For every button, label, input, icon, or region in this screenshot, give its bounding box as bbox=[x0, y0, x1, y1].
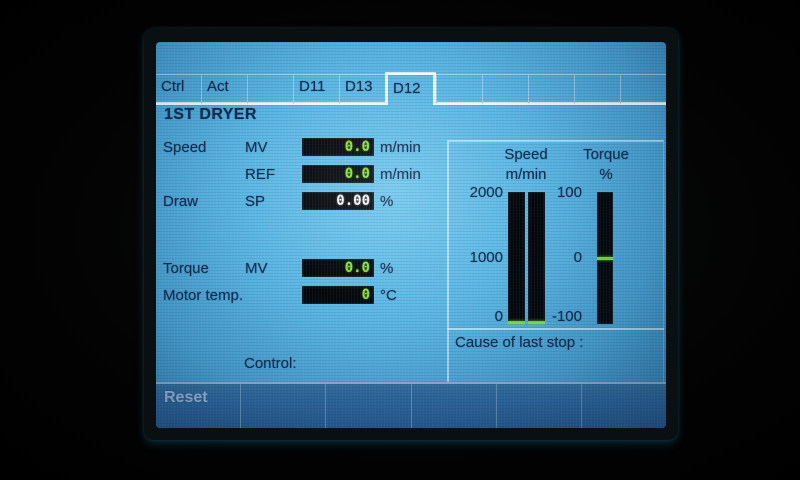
tab-spacer-1 bbox=[247, 75, 293, 105]
tab-bar: Ctrl Act D11 D13 D12 bbox=[156, 72, 666, 105]
page-title: 1ST DRYER bbox=[164, 106, 257, 123]
tab-d11[interactable]: D11 bbox=[293, 75, 339, 105]
torque-bar-marker bbox=[597, 256, 613, 260]
torque-gauge-title: Torque bbox=[583, 146, 629, 163]
motor-temp-label: Motor temp. bbox=[163, 287, 244, 304]
function-key-4 bbox=[410, 384, 496, 428]
draw-sp-unit: % bbox=[380, 193, 394, 210]
torque-gauge-unit: % bbox=[599, 166, 613, 183]
tab-spacer-2 bbox=[436, 75, 482, 105]
torque-bar bbox=[597, 192, 613, 324]
function-key-2 bbox=[240, 384, 325, 428]
speed-bar-2-marker bbox=[528, 321, 545, 324]
torque-mv-row: Torque MV 0.0 % bbox=[156, 259, 456, 280]
draw-sp-input[interactable]: 0.00 bbox=[302, 192, 374, 210]
cause-of-last-stop-label: Cause of last stop : bbox=[455, 334, 584, 351]
speed-ref-row: REF 0.0 m/min bbox=[156, 165, 456, 186]
motor-temp-value: 0 bbox=[302, 286, 374, 304]
tab-spacer-3 bbox=[482, 75, 528, 105]
speed-mv-row: Speed MV 0.0 m/min bbox=[156, 138, 456, 159]
speed-ref-value: 0.0 bbox=[302, 165, 374, 183]
hmi-screen: Ctrl Act D11 D13 D12 1ST DRYER Speed MV … bbox=[156, 42, 666, 428]
function-key-bar: Reset bbox=[156, 382, 666, 428]
speed-tick-min: 0 bbox=[494, 308, 503, 325]
tab-d12[interactable]: D12 bbox=[385, 72, 436, 105]
tab-spacer-6 bbox=[620, 75, 666, 105]
torque-mv-unit: % bbox=[380, 260, 394, 277]
speed-bar-1 bbox=[508, 192, 525, 324]
motor-temp-unit: °C bbox=[380, 287, 397, 304]
panel-divider bbox=[447, 328, 664, 330]
speed-ref-param: REF bbox=[245, 166, 275, 183]
gauge-panel: Speed Torque m/min % 2000 1000 0 100 0 -… bbox=[447, 140, 664, 382]
speed-tick-max: 2000 bbox=[469, 184, 503, 201]
speed-mv-unit: m/min bbox=[380, 139, 421, 156]
torque-tick-max: 100 bbox=[556, 184, 582, 201]
draw-sp-row: Draw SP 0.00 % bbox=[156, 192, 456, 213]
torque-label: Torque bbox=[163, 260, 209, 277]
speed-bar-2 bbox=[528, 192, 545, 324]
speed-gauge-unit: m/min bbox=[505, 166, 547, 183]
speed-gauge-title: Speed bbox=[504, 146, 548, 163]
control-label: Control: bbox=[244, 355, 297, 372]
torque-tick-mid: 0 bbox=[573, 249, 582, 266]
function-key-3 bbox=[325, 384, 410, 428]
torque-tick-min: -100 bbox=[551, 308, 582, 325]
speed-bar-1-marker bbox=[508, 321, 525, 324]
speed-ref-unit: m/min bbox=[380, 166, 421, 183]
motor-temp-row: Motor temp. 0 °C bbox=[156, 286, 456, 307]
draw-label: Draw bbox=[163, 193, 199, 210]
speed-tick-mid: 1000 bbox=[469, 249, 503, 266]
speed-mv-value: 0.0 bbox=[302, 138, 374, 156]
torque-mv-value: 0.0 bbox=[302, 259, 374, 277]
tab-spacer-4 bbox=[528, 75, 574, 105]
function-key-6 bbox=[580, 384, 666, 428]
speed-mv-param: MV bbox=[245, 139, 268, 156]
speed-label: Speed bbox=[163, 139, 207, 156]
torque-mv-param: MV bbox=[245, 260, 268, 277]
reset-button[interactable]: Reset bbox=[164, 389, 208, 406]
tab-ctrl[interactable]: Ctrl bbox=[156, 75, 201, 105]
draw-sp-param: SP bbox=[245, 193, 266, 210]
tab-spacer-5 bbox=[574, 75, 620, 105]
tab-d13[interactable]: D13 bbox=[339, 75, 385, 105]
function-key-5 bbox=[495, 384, 581, 428]
tab-act[interactable]: Act bbox=[201, 75, 247, 105]
